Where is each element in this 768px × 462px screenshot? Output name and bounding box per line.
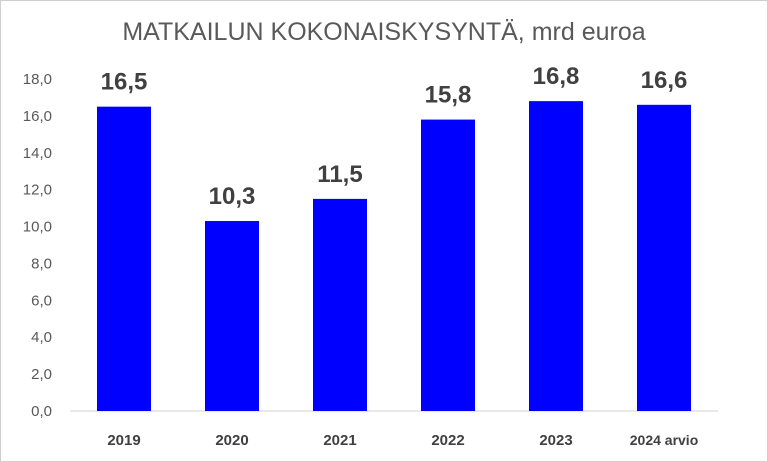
x-tick-label: 2023 <box>539 432 572 449</box>
x-tick-label: 2022 <box>431 432 464 449</box>
y-tick-label: 14,0 <box>23 145 52 162</box>
bar <box>421 119 475 412</box>
bar <box>529 101 583 411</box>
data-label: 16,5 <box>101 69 148 96</box>
y-tick-label: 4,0 <box>31 329 52 346</box>
bar <box>97 106 151 412</box>
data-label: 15,8 <box>425 82 472 109</box>
x-tick-label: 2019 <box>107 432 140 449</box>
x-tick-label: 2024 arvio <box>630 432 699 448</box>
x-tick-label: 2021 <box>323 432 356 449</box>
chart-title: MATKAILUN KOKONAISKYSYNTÄ, mrd euroa <box>122 18 646 46</box>
y-tick-label: 18,0 <box>23 71 52 88</box>
data-label: 16,6 <box>641 67 688 94</box>
y-tick-label: 10,0 <box>23 219 52 236</box>
data-label: 16,8 <box>533 63 580 90</box>
y-tick-label: 16,0 <box>23 108 52 125</box>
y-tick-label: 12,0 <box>23 182 52 199</box>
y-tick-label: 0,0 <box>31 403 52 420</box>
x-tick-label: 2020 <box>215 432 248 449</box>
y-tick-label: 8,0 <box>31 255 52 272</box>
bar <box>313 198 367 411</box>
y-tick-label: 2,0 <box>31 366 52 383</box>
data-label: 11,5 <box>317 161 362 188</box>
bar <box>637 104 691 412</box>
bar <box>205 221 259 411</box>
y-tick-label: 6,0 <box>31 292 52 309</box>
data-label: 10,3 <box>209 183 256 210</box>
